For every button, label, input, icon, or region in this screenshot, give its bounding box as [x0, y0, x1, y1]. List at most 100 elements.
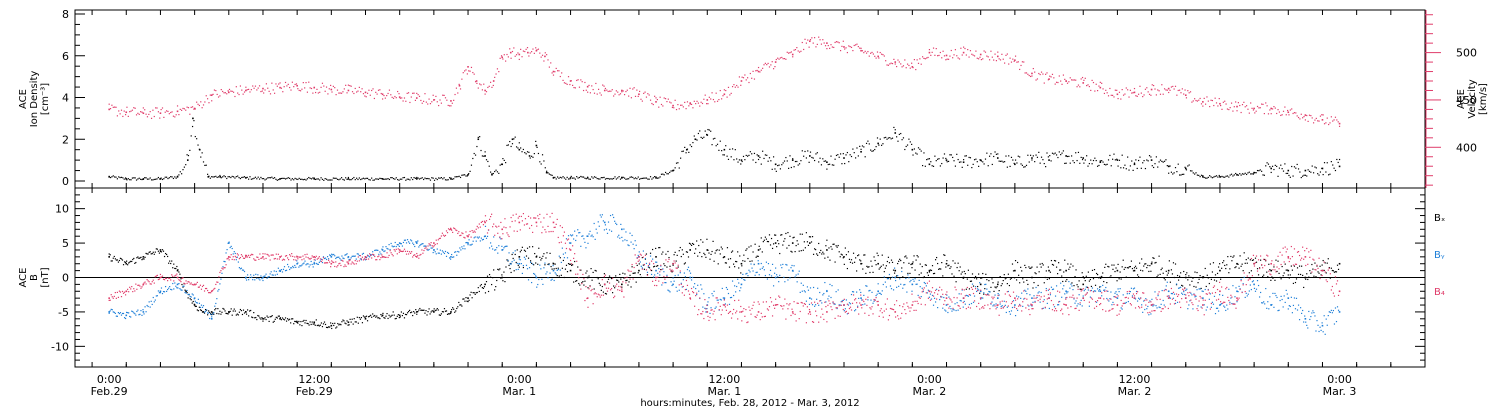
- scatter-dot: [1184, 89, 1186, 91]
- scatter-dot: [1314, 262, 1316, 264]
- scatter-dot: [1319, 115, 1322, 117]
- scatter-dot: [578, 86, 581, 88]
- scatter-dot: [825, 301, 827, 303]
- scatter-dot: [634, 272, 636, 274]
- scatter-dot: [716, 100, 719, 102]
- density-axis-title-line: Ion Density: [29, 71, 40, 128]
- data-point: [1253, 262, 1255, 265]
- scatter-dot: [1147, 91, 1149, 93]
- scatter-dot: [1335, 320, 1338, 323]
- scatter-dot: [122, 115, 124, 118]
- scatter-dot: [270, 271, 272, 273]
- scatter-dot: [498, 172, 500, 174]
- scatter-dot: [339, 262, 341, 264]
- scatter-dot: [870, 299, 872, 301]
- scatter-dot: [363, 258, 366, 260]
- scatter-dot: [1266, 162, 1268, 164]
- scatter-dot: [996, 306, 998, 308]
- scatter-dot: [1046, 278, 1048, 280]
- scatter-dot: [167, 288, 169, 291]
- data-point: [877, 55, 879, 58]
- scatter-dot: [599, 284, 601, 286]
- scatter-dot: [795, 274, 797, 276]
- scatter-dot: [760, 262, 762, 265]
- scatter-dot: [164, 285, 167, 288]
- scatter-dot: [395, 248, 397, 250]
- scatter-dot: [261, 317, 263, 319]
- scatter-dot: [830, 155, 832, 157]
- scatter-dot: [239, 85, 242, 87]
- scatter-dot: [1047, 289, 1049, 291]
- scatter-dot: [1159, 306, 1161, 309]
- scatter-dot: [358, 316, 360, 319]
- scatter-dot: [135, 261, 137, 264]
- scatter-dot: [272, 254, 274, 256]
- scatter-dot: [834, 303, 836, 305]
- scatter-dot: [615, 275, 617, 277]
- scatter-dot: [874, 259, 876, 262]
- scatter-dot: [284, 270, 287, 272]
- scatter-dot: [362, 259, 365, 261]
- scatter-dot: [211, 290, 213, 292]
- scatter-dot: [712, 295, 714, 297]
- scatter-dot: [1017, 309, 1019, 311]
- scatter-dot: [1270, 113, 1272, 115]
- scatter-dot: [1228, 288, 1230, 290]
- scatter-dot: [850, 46, 853, 49]
- scatter-dot: [912, 278, 914, 281]
- scatter-dot: [585, 89, 587, 91]
- scatter-dot: [688, 242, 691, 244]
- scatter-dot: [428, 178, 430, 180]
- scatter-dot: [412, 314, 414, 317]
- scatter-dot: [496, 68, 499, 70]
- scatter-dot: [476, 236, 478, 238]
- scatter-dot: [1169, 281, 1171, 283]
- scatter-dot: [145, 113, 147, 115]
- scatter-dot: [350, 179, 352, 181]
- scatter-dot: [1034, 161, 1036, 163]
- scatter-dot: [998, 160, 1000, 162]
- scatter-dot: [180, 289, 182, 291]
- scatter-dot: [1105, 164, 1107, 166]
- scatter-dot: [1146, 308, 1148, 310]
- data-point: [193, 304, 196, 306]
- scatter-dot: [255, 316, 257, 319]
- scatter-dot: [943, 55, 946, 57]
- scatter-dot: [722, 257, 724, 259]
- data-point: [894, 276, 897, 279]
- scatter-dot: [384, 256, 386, 258]
- scatter-dot: [742, 273, 744, 276]
- scatter-dot: [1150, 270, 1152, 272]
- scatter-dot: [855, 44, 857, 46]
- scatter-dot: [983, 292, 985, 294]
- scatter-dot: [778, 243, 780, 245]
- data-point: [1116, 304, 1119, 306]
- scatter-dot: [1071, 155, 1073, 157]
- scatter-dot: [980, 277, 982, 279]
- scatter-dot: [1316, 320, 1318, 322]
- scatter-dot: [205, 287, 208, 290]
- data-point: [860, 150, 862, 153]
- scatter-dot: [1169, 89, 1171, 91]
- scatter-dot: [230, 176, 232, 179]
- scatter-dot: [764, 274, 766, 277]
- scatter-dot: [1282, 275, 1284, 277]
- scatter-dot: [517, 52, 519, 54]
- scatter-dot: [762, 150, 764, 152]
- scatter-dot: [1263, 112, 1265, 115]
- scatter-dot: [778, 58, 780, 60]
- data-point: [809, 242, 811, 244]
- scatter-dot: [1027, 288, 1029, 290]
- scatter-dot: [1189, 284, 1191, 286]
- scatter-dot: [1255, 261, 1258, 263]
- data-point: [928, 290, 931, 293]
- data-point: [1031, 157, 1033, 159]
- scatter-dot: [809, 151, 812, 153]
- scatter-dot: [827, 298, 829, 300]
- scatter-dot: [742, 77, 745, 79]
- scatter-dot: [533, 152, 535, 155]
- scatter-dot: [863, 146, 865, 148]
- scatter-dot: [164, 176, 166, 178]
- scatter-dot: [402, 100, 404, 102]
- scatter-dot: [589, 92, 591, 94]
